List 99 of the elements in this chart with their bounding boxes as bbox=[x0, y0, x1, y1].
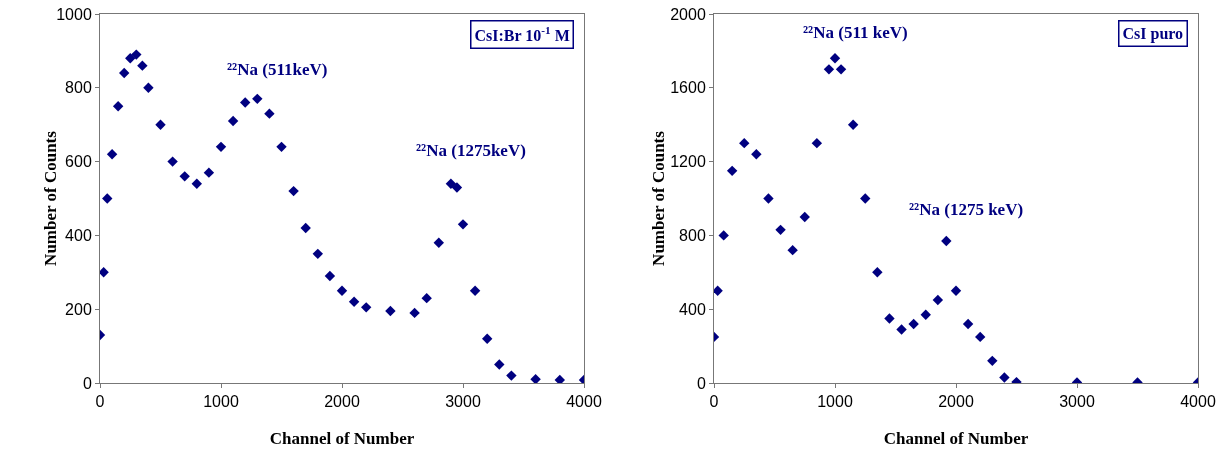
point bbox=[155, 119, 166, 130]
point bbox=[125, 53, 136, 64]
point bbox=[920, 309, 931, 320]
point bbox=[451, 182, 463, 193]
point bbox=[787, 244, 798, 256]
y-tick-label: 400 bbox=[65, 227, 92, 244]
point bbox=[100, 267, 109, 278]
point bbox=[203, 167, 215, 178]
y-axis-title: Number of Counts bbox=[41, 130, 60, 266]
point bbox=[506, 370, 517, 381]
point bbox=[896, 324, 907, 335]
x-axis-title: Channel of Number bbox=[883, 429, 1029, 448]
y-tick-label: 800 bbox=[65, 79, 92, 97]
x-tick-label: 3000 bbox=[445, 393, 481, 411]
y-tick-label: 2000 bbox=[670, 5, 706, 23]
point bbox=[252, 93, 263, 105]
point bbox=[264, 108, 275, 119]
y-tick-label: 200 bbox=[65, 300, 92, 318]
annotation: CsI:Br 10$^{-1}$ M bbox=[474, 24, 570, 45]
annotation: CsI puro bbox=[1122, 24, 1184, 43]
point bbox=[457, 219, 469, 230]
point bbox=[530, 374, 541, 383]
x-tick-label: 1000 bbox=[817, 393, 853, 411]
annotation: ²²Na (511keV) bbox=[227, 60, 328, 79]
point bbox=[191, 178, 202, 189]
x-tick-label: 4000 bbox=[1180, 393, 1216, 411]
point bbox=[102, 193, 113, 204]
point bbox=[409, 307, 420, 319]
point bbox=[726, 165, 738, 177]
point bbox=[112, 101, 124, 112]
point bbox=[950, 285, 962, 296]
point bbox=[312, 248, 323, 260]
point bbox=[823, 64, 835, 75]
point bbox=[482, 333, 493, 344]
x-axis-title: Channel of Number bbox=[269, 429, 415, 448]
point bbox=[775, 224, 786, 236]
point bbox=[718, 230, 729, 241]
x-tick-label: 4000 bbox=[566, 393, 602, 411]
point bbox=[433, 237, 444, 248]
point bbox=[941, 235, 952, 247]
point bbox=[179, 171, 190, 182]
y-axis-title: Number of Counts bbox=[649, 130, 669, 266]
point bbox=[763, 193, 774, 204]
point bbox=[884, 313, 895, 324]
point bbox=[932, 294, 944, 306]
point bbox=[751, 149, 762, 160]
y-tick-label: 0 bbox=[696, 374, 706, 392]
point bbox=[469, 285, 481, 296]
point bbox=[908, 318, 919, 330]
point bbox=[167, 156, 178, 167]
point bbox=[143, 82, 154, 93]
point bbox=[494, 359, 505, 370]
x-tick-label: 0 bbox=[709, 393, 719, 411]
point bbox=[421, 292, 432, 304]
point bbox=[137, 60, 148, 71]
point bbox=[799, 211, 810, 223]
x-tick-label: 3000 bbox=[1059, 393, 1095, 411]
annotation: ²²Na (1275keV) bbox=[416, 141, 526, 160]
y-tick-label: 1600 bbox=[670, 79, 706, 97]
y-tick-label: 800 bbox=[679, 227, 706, 244]
point bbox=[847, 119, 859, 130]
point bbox=[554, 374, 565, 383]
point bbox=[445, 178, 457, 189]
x-tick-label: 2000 bbox=[938, 393, 974, 411]
point bbox=[975, 331, 986, 343]
point bbox=[119, 67, 130, 79]
point bbox=[215, 141, 227, 153]
point bbox=[829, 53, 841, 64]
point bbox=[288, 185, 299, 197]
x-tick-label: 0 bbox=[95, 393, 105, 411]
y-tick-label: 600 bbox=[65, 153, 92, 171]
point bbox=[324, 270, 336, 282]
annotation: ²²Na (511 keV) bbox=[803, 23, 908, 42]
point bbox=[860, 193, 871, 204]
point bbox=[336, 285, 348, 296]
point bbox=[872, 267, 883, 278]
point bbox=[131, 49, 142, 60]
y-tick-label: 1200 bbox=[670, 153, 706, 171]
y-tick-label: 0 bbox=[82, 374, 92, 392]
point bbox=[811, 137, 823, 149]
point bbox=[999, 372, 1010, 383]
x-tick-label: 1000 bbox=[203, 393, 239, 411]
point bbox=[962, 318, 974, 330]
point bbox=[227, 115, 239, 127]
point bbox=[361, 302, 372, 313]
point bbox=[240, 97, 251, 108]
point bbox=[276, 141, 287, 153]
point bbox=[385, 305, 396, 317]
point bbox=[987, 355, 998, 367]
point bbox=[714, 285, 723, 296]
y-tick-label: 400 bbox=[679, 300, 706, 318]
x-tick-label: 2000 bbox=[324, 393, 360, 411]
point bbox=[300, 222, 311, 234]
point bbox=[106, 149, 118, 160]
point bbox=[835, 64, 847, 75]
y-tick-label: 1000 bbox=[56, 5, 92, 23]
point bbox=[739, 137, 750, 149]
point bbox=[348, 296, 360, 308]
annotation: ²²Na (1275 keV) bbox=[909, 200, 1024, 219]
